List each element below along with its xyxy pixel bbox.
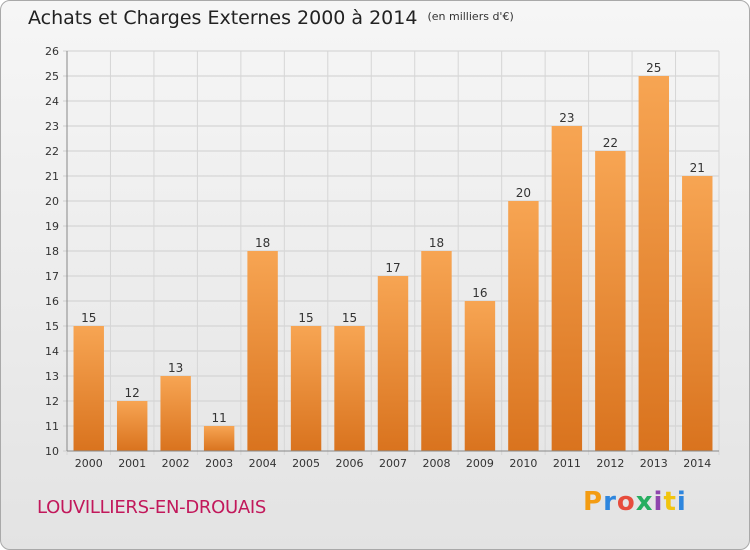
bar-2003: [203, 426, 235, 451]
x-tick-label: 2004: [249, 457, 277, 470]
data-label: 18: [255, 236, 270, 250]
data-label: 15: [81, 311, 96, 325]
y-tick-label: 11: [45, 420, 59, 433]
bar-2004: [247, 251, 278, 451]
data-label: 11: [211, 411, 226, 425]
data-label: 16: [472, 286, 487, 300]
x-tick-label: 2000: [75, 457, 103, 470]
x-tick-label: 2014: [683, 457, 711, 470]
y-tick-label: 18: [45, 245, 59, 258]
data-label: 12: [125, 386, 140, 400]
x-tick-label: 2003: [205, 457, 233, 470]
axes: 10 11 12 13 14 15 16 17 18 19 20 21 22 23 24 25 26 2000 20…: [45, 45, 719, 470]
y-tick-label: 15: [45, 320, 59, 333]
chart-subtitle: (en milliers d'€): [427, 10, 514, 23]
x-tick-label: 2001: [118, 457, 146, 470]
data-label: 23: [559, 111, 574, 125]
data-label: 17: [385, 261, 400, 275]
bar-2014: [682, 176, 713, 451]
data-label: 18: [429, 236, 444, 250]
x-tick-label: 2008: [422, 457, 450, 470]
y-tick-label: 24: [45, 95, 59, 108]
logo-letter: i: [676, 487, 687, 517]
bar-2008: [421, 251, 452, 451]
data-label: 25: [646, 61, 661, 75]
y-tick-label: 21: [45, 170, 59, 183]
logo-letter: t: [663, 487, 677, 517]
logo-letter: i: [653, 487, 664, 517]
x-tick-label: 2005: [292, 457, 320, 470]
y-tick-label: 14: [45, 345, 59, 358]
y-tick-label: 19: [45, 220, 59, 233]
y-tick-label: 12: [45, 395, 59, 408]
bars: 15 12 13 11 18 15 15 17 18 16 20 23 22 25 21: [73, 61, 713, 451]
x-tick-label: 2009: [466, 457, 494, 470]
data-label: 22: [603, 136, 618, 150]
logo-letter: o: [616, 487, 636, 517]
y-tick-label: 17: [45, 270, 59, 283]
bar-2001: [116, 401, 148, 451]
title-text: Achats et Charges Externes 2000 à 2014: [28, 7, 418, 29]
bar-2005: [290, 326, 322, 451]
data-label: 15: [298, 311, 313, 325]
bar-2010: [508, 201, 539, 451]
data-label: 15: [342, 311, 357, 325]
y-tick-label: 23: [45, 120, 59, 133]
y-tick-label: 22: [45, 145, 59, 158]
bar-2000: [73, 326, 104, 451]
x-tick-label: 2012: [596, 457, 624, 470]
data-label: 13: [168, 361, 183, 375]
y-tick-label: 13: [45, 370, 59, 383]
y-tick-label: 20: [45, 195, 59, 208]
x-tick-label: 2010: [509, 457, 537, 470]
chart-title: Achats et Charges Externes 2000 à 2014 (e…: [28, 7, 514, 29]
bar-2002: [160, 376, 191, 451]
logo-letter: r: [603, 487, 617, 517]
logo-letter: x: [635, 487, 654, 517]
x-tick-label: 2011: [553, 457, 581, 470]
y-tick-label: 26: [45, 45, 59, 58]
bar-2011: [551, 126, 583, 451]
bar-2007: [377, 276, 409, 451]
bar-2006: [334, 326, 365, 451]
data-label: 20: [516, 186, 531, 200]
x-tick-label: 2006: [336, 457, 364, 470]
x-tick-label: 2013: [640, 457, 668, 470]
y-tick-label: 16: [45, 295, 59, 308]
bar-2012: [595, 151, 626, 451]
y-tick-label: 25: [45, 70, 59, 83]
bar-2013: [638, 76, 670, 451]
x-tick-label: 2002: [162, 457, 190, 470]
data-label: 21: [690, 161, 705, 175]
commune-name: LOUVILLIERS-EN-DROUAIS: [37, 497, 267, 518]
y-tick-label: 10: [45, 445, 59, 458]
proxiti-logo: Proxiti: [583, 487, 687, 517]
bar-2009: [464, 301, 496, 451]
logo-letter: P: [583, 487, 604, 517]
x-tick-label: 2007: [379, 457, 407, 470]
